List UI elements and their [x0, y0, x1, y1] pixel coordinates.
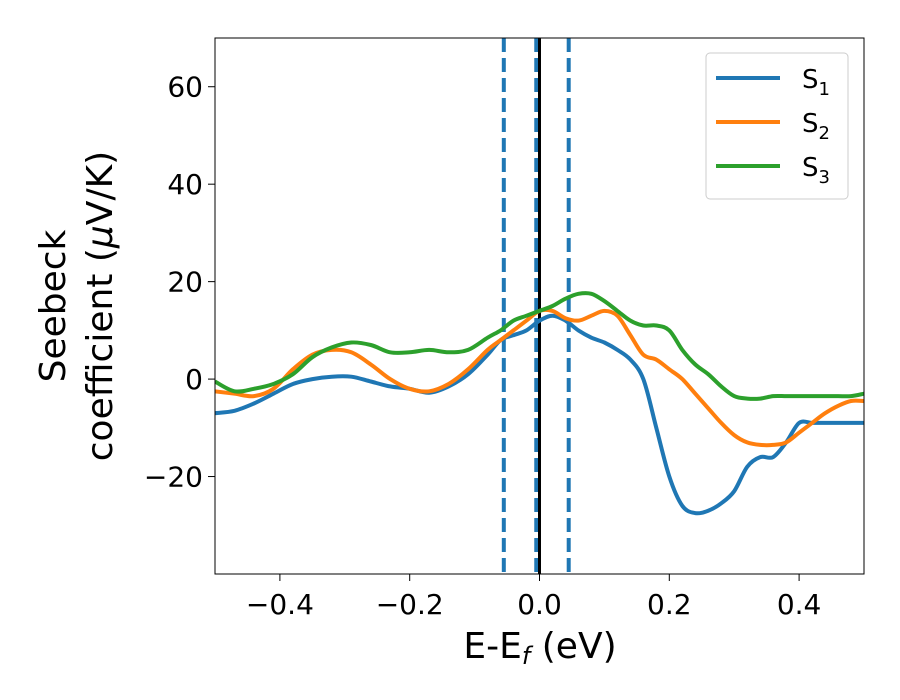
y-axis-title: Seebeck coefficient (μV/K)	[33, 151, 121, 461]
series-lines	[215, 291, 864, 516]
legend-label-s1: S1	[802, 65, 830, 100]
y-tick-label: 60	[167, 71, 203, 104]
legend-label-s3: S3	[802, 153, 830, 188]
y-tick-label: −20	[144, 461, 203, 494]
y-tick-label: 0	[185, 363, 203, 396]
x-tick-label: 0.4	[777, 588, 822, 621]
x-tick-label: −0.2	[376, 588, 444, 621]
reference-lines	[501, 38, 571, 574]
series-line-s1	[215, 313, 864, 516]
y-tick-label: 20	[167, 266, 203, 299]
series-line-s3	[215, 291, 864, 401]
x-tick-label: 0.2	[647, 588, 692, 621]
x-tick-label: −0.4	[246, 588, 314, 621]
legend-label-s2: S2	[802, 109, 830, 144]
legend: S1 S2 S3	[705, 52, 849, 200]
y-axis-ticks: −20 0 20 40 60	[144, 71, 215, 494]
legend-box	[705, 52, 849, 200]
y-tick-label: 40	[167, 168, 203, 201]
x-axis-ticks: −0.4 −0.2 0.0 0.2 0.4	[246, 574, 821, 621]
series-line-s2	[215, 307, 864, 448]
y-axis-title-line2: coefficient (μV/K)	[80, 151, 121, 461]
y-axis-title-line1: Seebeck	[33, 229, 74, 382]
x-axis-title: E-Ef (eV)	[463, 626, 616, 670]
x-tick-label: 0.0	[517, 588, 562, 621]
